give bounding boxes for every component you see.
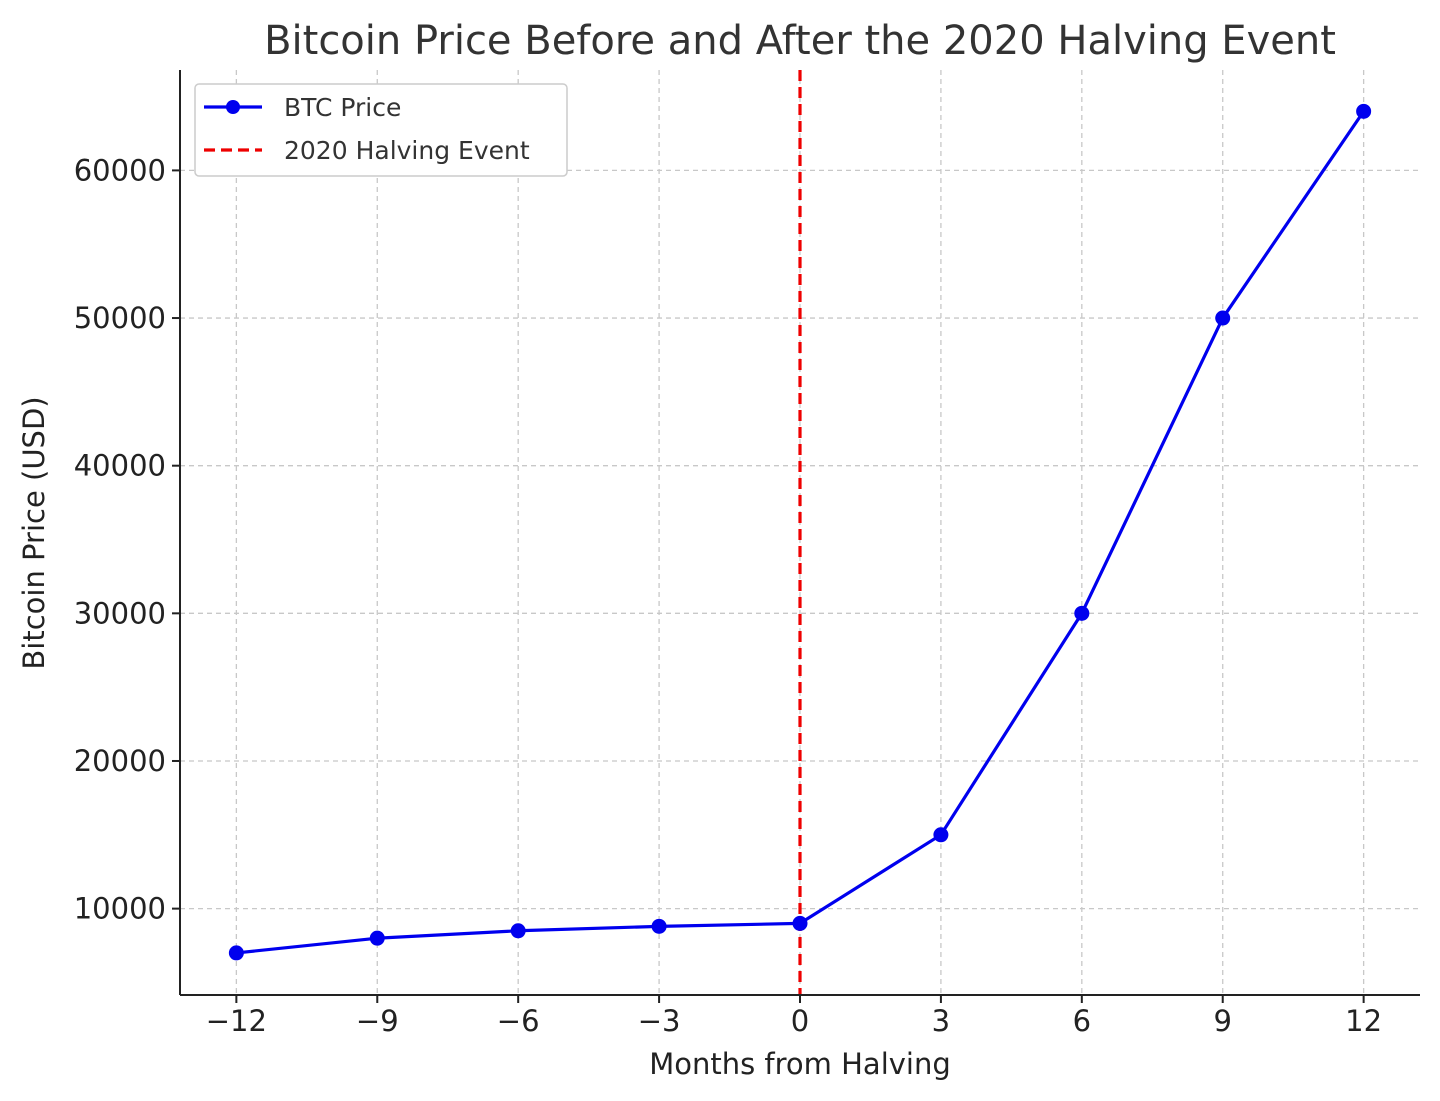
btc-price-point — [1356, 103, 1372, 119]
legend-label-halving: 2020 Halving Event — [284, 136, 530, 165]
legend-label-btc: BTC Price — [284, 93, 401, 122]
legend-box — [194, 83, 568, 177]
x-tick-label: 9 — [1214, 1004, 1232, 1038]
btc-price-point — [1215, 310, 1231, 326]
btc-price-point — [792, 915, 808, 931]
btc-price-point — [369, 930, 385, 946]
btc-price-point — [651, 918, 667, 934]
x-tick-label: −12 — [206, 1004, 267, 1038]
x-tick-label: 3 — [932, 1004, 950, 1038]
series-layer — [228, 103, 1372, 961]
x-ticks: −12 −9 −6 −3 0 3 6 9 12 — [206, 995, 1382, 1038]
btc-price-point — [228, 945, 244, 961]
legend-marker-btc — [226, 100, 240, 114]
btc-price-point — [933, 827, 949, 843]
legend: BTC Price 2020 Halving Event — [194, 83, 568, 177]
y-tick-label: 40000 — [74, 449, 166, 483]
y-tick-label: 50000 — [74, 301, 166, 335]
x-tick-label: 12 — [1345, 1004, 1382, 1038]
x-tick-label: −3 — [638, 1004, 681, 1038]
y-axis-label: Bitcoin Price (USD) — [17, 396, 51, 669]
btc-price-point — [1074, 605, 1090, 621]
x-tick-label: −9 — [356, 1004, 399, 1038]
btc-price-point — [510, 923, 526, 939]
x-tick-label: 0 — [791, 1004, 809, 1038]
x-tick-label: 6 — [1073, 1004, 1091, 1038]
y-tick-label: 60000 — [74, 153, 166, 187]
chart-title: Bitcoin Price Before and After the 2020 … — [264, 18, 1336, 64]
x-tick-label: −6 — [497, 1004, 540, 1038]
y-tick-label: 20000 — [74, 744, 166, 778]
y-ticks: 10000 20000 30000 40000 50000 60000 — [74, 153, 180, 926]
y-tick-label: 10000 — [74, 892, 166, 926]
y-tick-label: 30000 — [74, 596, 166, 630]
x-axis-label: Months from Halving — [649, 1047, 951, 1081]
